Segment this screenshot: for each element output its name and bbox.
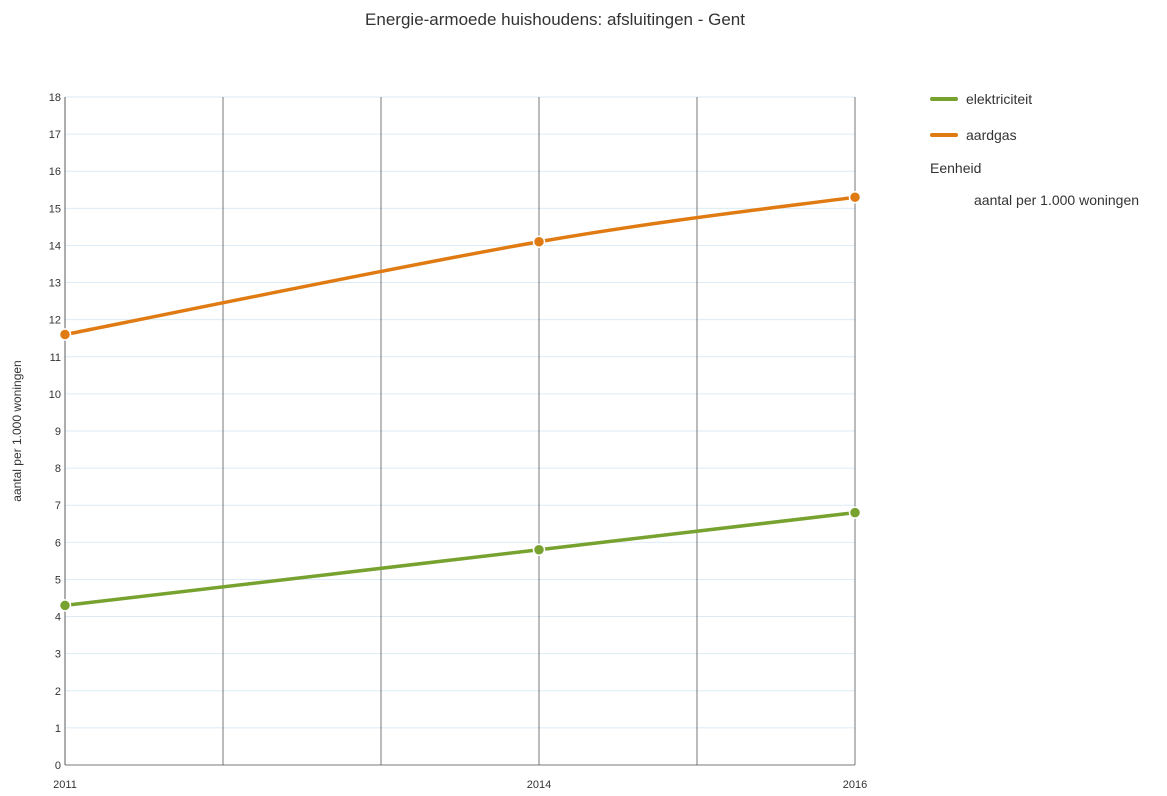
data-point-elektriciteit[interactable] <box>58 599 72 612</box>
data-point-aardgas[interactable] <box>58 328 72 341</box>
y-tick-label: 12 <box>49 315 61 327</box>
legend-label-aardgas: aardgas <box>966 127 1017 143</box>
y-tick-label: 7 <box>55 500 61 512</box>
x-tick-label: 2011 <box>53 779 77 791</box>
y-tick-label: 1 <box>55 723 61 735</box>
y-tick-label: 14 <box>49 240 61 252</box>
data-point-elektriciteit[interactable] <box>532 543 546 557</box>
x-tick-labels: 2011 2014 2016 <box>53 779 867 791</box>
y-tick-label: 15 <box>49 203 61 215</box>
legend-swatch-elektriciteit <box>930 97 958 101</box>
series-line-elektriciteit <box>63 510 857 608</box>
axes <box>64 97 855 766</box>
y-tick-label: 0 <box>55 760 61 772</box>
y-tick-label: 6 <box>55 537 61 549</box>
data-point-aardgas[interactable] <box>532 235 546 248</box>
legend-item-elektriciteit[interactable]: elektriciteit <box>930 88 1165 110</box>
series-aardgas <box>58 190 862 341</box>
legend-swatch-aardgas <box>930 133 958 137</box>
y-tick-label: 17 <box>49 129 61 141</box>
series-elektriciteit <box>58 506 862 612</box>
y-tick-label: 18 <box>49 92 61 104</box>
legend-unit-title: Eenheid <box>930 160 982 176</box>
x-tick-label: 2014 <box>527 779 551 791</box>
legend-unit-value: aantal per 1.000 woningen <box>974 192 1140 208</box>
y-tick-label: 5 <box>55 574 61 586</box>
y-tick-label: 13 <box>49 278 61 290</box>
data-point-aardgas[interactable] <box>848 190 862 204</box>
y-tick-label: 8 <box>55 463 61 475</box>
series-line-aardgas <box>63 195 857 337</box>
y-tick-label: 4 <box>55 612 61 624</box>
y-tick-label: 10 <box>49 389 61 401</box>
y-tick-label: 2 <box>55 686 61 698</box>
x-tick-label: 2016 <box>843 779 867 791</box>
legend-label-elektriciteit: elektriciteit <box>966 91 1033 107</box>
y-tick-label: 11 <box>50 352 61 364</box>
chart-title: Energie-armoede huishoudens: afsluitinge… <box>365 10 745 29</box>
series-layer <box>58 190 862 612</box>
legend: elektriciteit aardgas Eenheid aantal per… <box>930 88 1165 208</box>
data-point-elektriciteit[interactable] <box>848 506 862 519</box>
y-tick-label: 3 <box>55 649 61 661</box>
y-tick-label: 16 <box>49 166 61 178</box>
horizontal-gridlines <box>65 96 855 766</box>
y-axis-label: aantal per 1.000 woningen <box>10 360 24 502</box>
y-tick-label: 9 <box>55 426 61 438</box>
legend-item-aardgas[interactable]: aardgas <box>930 124 1165 146</box>
